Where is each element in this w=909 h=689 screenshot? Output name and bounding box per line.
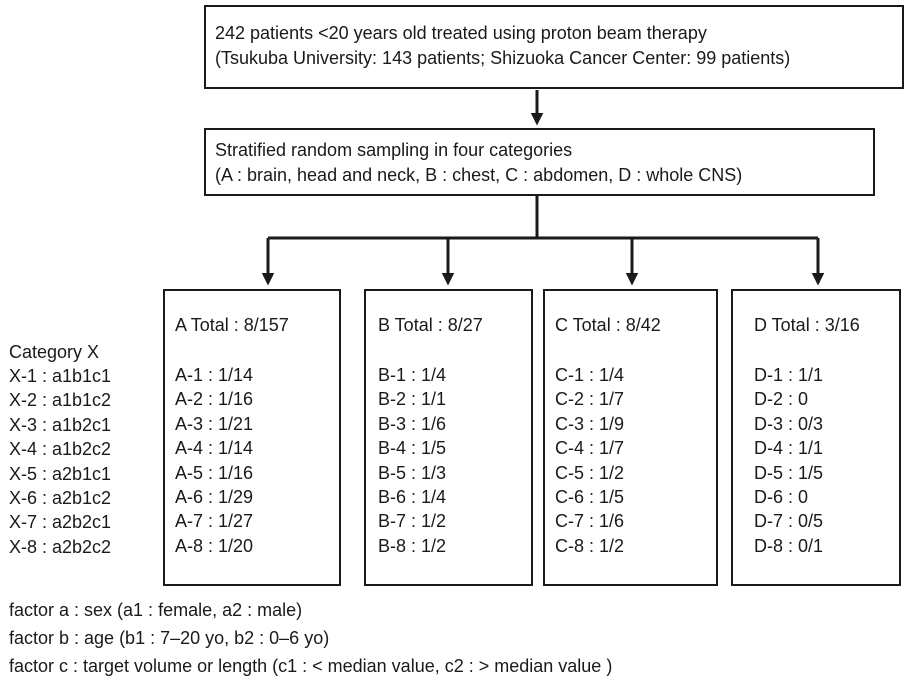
- category-a-row: A-2 : 1/16: [175, 389, 254, 410]
- factor-footnotes: factor a : sex (a1 : female, a2 : male) …: [9, 596, 612, 680]
- category-a-total: A Total : 8/157: [175, 315, 289, 335]
- category-a-row: A-5 : 1/16: [175, 462, 254, 483]
- category-d-box: D Total : 3/16 D-1 : 1/1 D-2 : 0 D-3 : 0…: [731, 289, 901, 586]
- category-a-row: A-4 : 1/14: [175, 438, 254, 459]
- category-d-rows: D-1 : 1/1 D-2 : 0 D-3 : 0/3 D-4 : 1/1 D-…: [754, 363, 823, 558]
- legend-title: Category X: [9, 342, 100, 362]
- category-d-row: D-2 : 0: [754, 389, 809, 410]
- category-a-rows: A-1 : 1/14 A-2 : 1/16 A-3 : 1/21 A-4 : 1…: [175, 363, 253, 558]
- category-d-total: D Total : 3/16: [754, 315, 860, 335]
- category-c-box: C Total : 8/42 C-1 : 1/4 C-2 : 1/7 C-3 :…: [543, 289, 718, 586]
- footnote-factor-c: factor c : target volume or length (c1 :…: [9, 656, 613, 676]
- legend-row: X-5 : a2b1c1: [9, 463, 112, 484]
- category-d-row: D-7 : 0/5: [754, 511, 824, 532]
- sampling-line-2: (A : brain, head and neck, B : chest, C …: [215, 165, 743, 185]
- category-c-row: C-5 : 1/2: [555, 462, 625, 483]
- legend-row: X-1 : a1b1c1: [9, 366, 112, 386]
- legend-row: X-8 : a2b2c2: [9, 536, 112, 557]
- patients-line-2: (Tsukuba University: 143 patients; Shizu…: [215, 48, 791, 68]
- category-d-row: D-6 : 0: [754, 487, 809, 508]
- category-legend: Category X X-1 : a1b1c1 X-2 : a1b1c2 X-3…: [9, 340, 111, 559]
- category-c-row: C-4 : 1/7: [555, 438, 625, 459]
- category-a-row: A-7 : 1/27: [175, 511, 254, 532]
- category-b-rows: B-1 : 1/4 B-2 : 1/1 B-3 : 1/6 B-4 : 1/5 …: [378, 363, 446, 558]
- sampling-box: Stratified random sampling in four categ…: [204, 128, 875, 196]
- category-b-row: B-7 : 1/2: [378, 511, 447, 532]
- category-b-row: B-1 : 1/4: [378, 365, 447, 385]
- category-a-row: A-3 : 1/21: [175, 413, 254, 434]
- category-a-row: A-6 : 1/29: [175, 487, 254, 508]
- footnote-factor-b: factor b : age (b1 : 7–20 yo, b2 : 0–6 y…: [9, 628, 330, 648]
- category-b-row: B-3 : 1/6: [378, 413, 447, 434]
- patients-box: 242 patients <20 years old treated using…: [204, 5, 904, 89]
- category-d-row: D-4 : 1/1: [754, 438, 824, 459]
- category-a-box: A Total : 8/157 A-1 : 1/14 A-2 : 1/16 A-…: [163, 289, 341, 586]
- category-a-row: A-8 : 1/20: [175, 535, 254, 556]
- legend-row: X-4 : a1b2c2: [9, 439, 112, 460]
- category-a-row: A-1 : 1/14: [175, 365, 254, 385]
- category-d-row: D-1 : 1/1: [754, 365, 824, 385]
- category-c-row: C-3 : 1/9: [555, 413, 625, 434]
- category-d-row: D-5 : 1/5: [754, 462, 824, 483]
- legend-row: X-3 : a1b2c1: [9, 414, 112, 435]
- category-c-row: C-1 : 1/4: [555, 365, 625, 385]
- legend-rows: X-1 : a1b1c1 X-2 : a1b1c2 X-3 : a1b2c1 X…: [9, 364, 111, 559]
- category-c-row: C-8 : 1/2: [555, 535, 625, 556]
- category-b-box: B Total : 8/27 B-1 : 1/4 B-2 : 1/1 B-3 :…: [364, 289, 533, 586]
- category-b-total: B Total : 8/27: [378, 315, 483, 335]
- category-c-row: C-2 : 1/7: [555, 389, 625, 410]
- category-c-total: C Total : 8/42: [555, 315, 661, 335]
- category-b-row: B-4 : 1/5: [378, 438, 447, 459]
- category-c-rows: C-1 : 1/4 C-2 : 1/7 C-3 : 1/9 C-4 : 1/7 …: [555, 363, 624, 558]
- sampling-line-1: Stratified random sampling in four categ…: [215, 140, 573, 160]
- category-b-row: B-6 : 1/4: [378, 487, 447, 508]
- legend-row: X-7 : a2b2c1: [9, 512, 112, 533]
- legend-row: X-2 : a1b1c2: [9, 390, 112, 411]
- footnote-factor-a: factor a : sex (a1 : female, a2 : male): [9, 600, 303, 620]
- category-c-row: C-7 : 1/6: [555, 511, 625, 532]
- category-b-row: B-5 : 1/3: [378, 462, 447, 483]
- category-c-row: C-6 : 1/5: [555, 487, 625, 508]
- patients-line-1: 242 patients <20 years old treated using…: [215, 23, 707, 43]
- legend-row: X-6 : a2b1c2: [9, 488, 112, 509]
- category-d-row: D-3 : 0/3: [754, 413, 824, 434]
- category-b-row: B-8 : 1/2: [378, 535, 447, 556]
- category-b-row: B-2 : 1/1: [378, 389, 447, 410]
- category-d-row: D-8 : 0/1: [754, 535, 824, 556]
